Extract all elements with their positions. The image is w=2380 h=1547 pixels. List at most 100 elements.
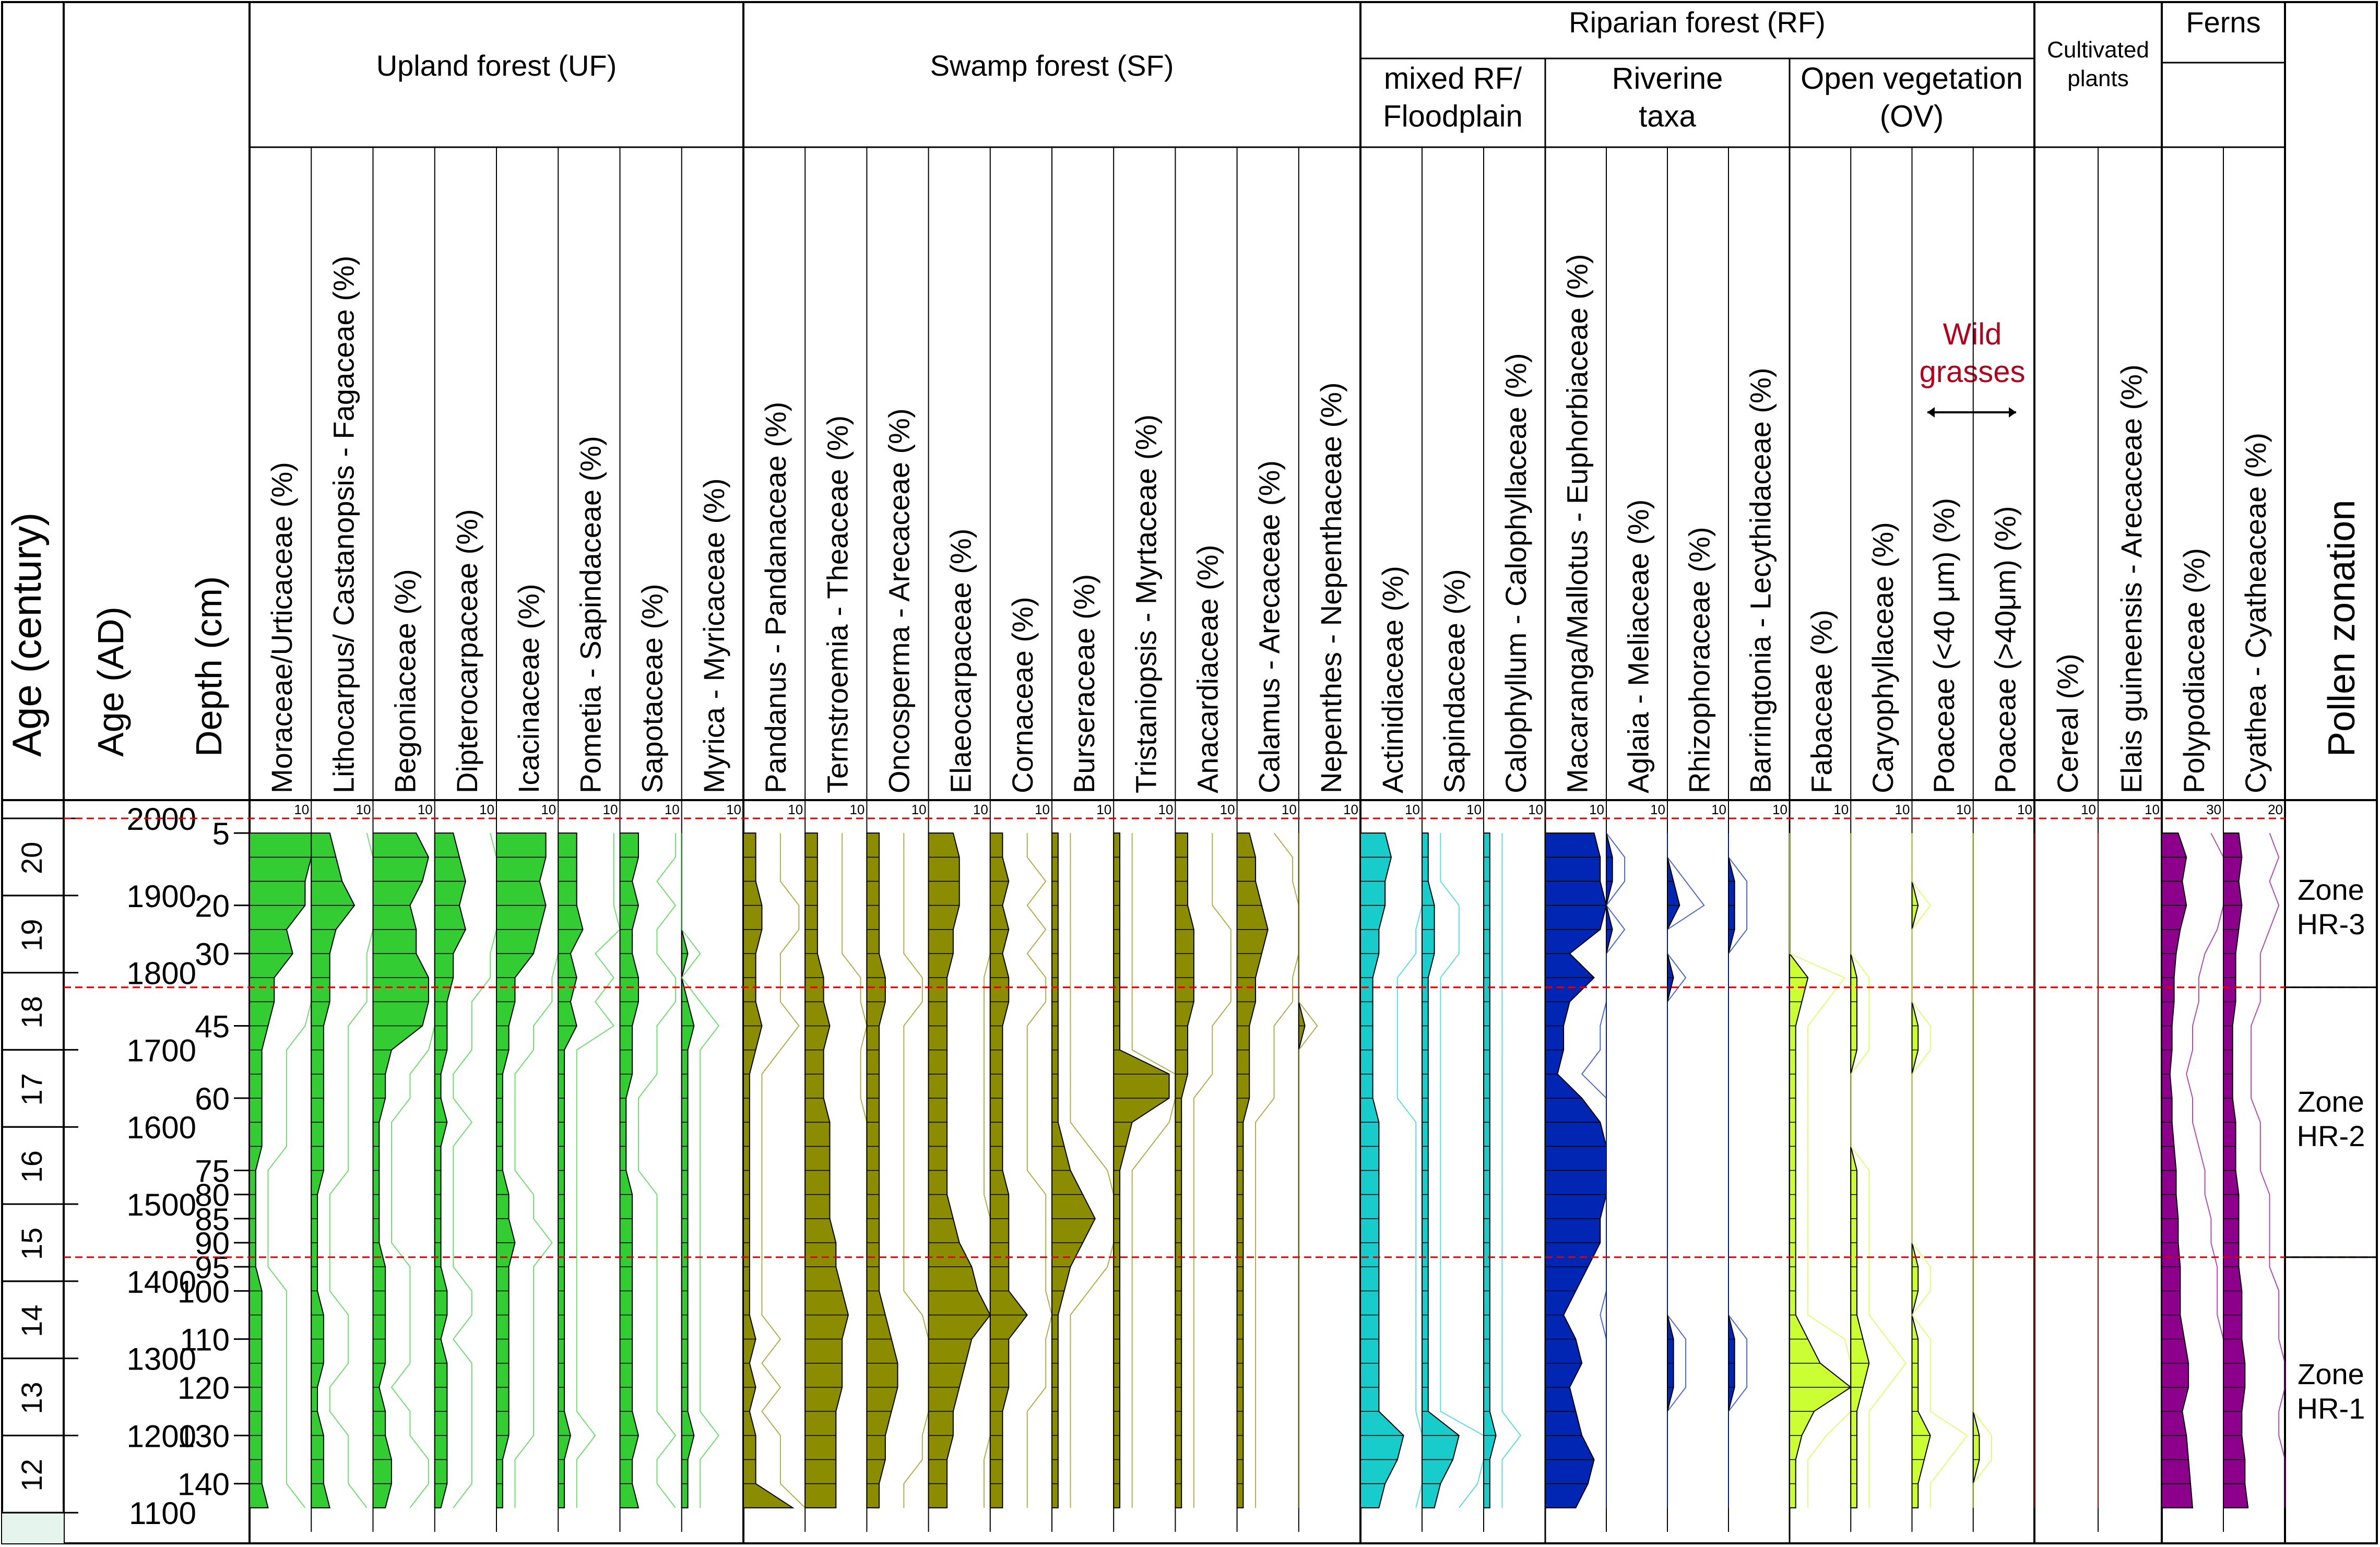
taxon-scale-label: 10 [479,802,494,817]
taxon-scale-label: 10 [665,802,680,817]
age-label: 1400 [127,1265,196,1300]
age-label: 1900 [127,879,196,914]
century-label: 14 [15,1305,48,1337]
taxon-header: Tristaniopsis - Myrtaceae (%) [1129,414,1162,793]
group-label-line: Ferns [2186,6,2260,39]
taxon-header: Nepenthes - Nepenthaceae (%) [1315,382,1347,793]
taxon-area [1605,832,1613,1508]
taxon-header: Elaeocarpaceae (%) [944,529,977,793]
wild-grasses-arrowhead [2009,407,2016,418]
taxon-exaggeration-curve [1193,833,1232,1508]
taxon-scale-label: 10 [1589,802,1604,817]
depth-label: 20 [195,889,230,924]
taxon-scale-label: 10 [418,802,433,817]
taxon-exaggeration-curve [1667,833,1705,1508]
taxon-area [1911,833,1931,1508]
taxon-scale-label: 10 [788,802,803,817]
group-headers: Upland forest (UF) Swamp forest (SF) Ripar… [376,6,2261,134]
taxon-exaggeration-curve [1396,833,1423,1508]
taxon-scale-label: 10 [1833,802,1849,817]
taxon-exaggeration-curve [761,833,806,1508]
taxon-header: Sapotaceae (%) [636,584,669,793]
pollen-zonation-title: Pollen zonation [2321,500,2363,757]
taxon-header: Pandanus - Pandanaceae (%) [759,402,792,793]
taxon-area [1667,833,1680,1508]
taxon-header: Cornaceae (%) [1006,597,1039,793]
zone-label: Zone HR-1 [2297,1358,2365,1425]
taxon-header: Calophyllum - Calophyllaceae (%) [1499,353,1532,793]
age-ad-title: Age (AD) [90,606,131,757]
taxon-scale-label: 10 [1650,802,1665,817]
taxon-header: Aglaia - Meliaceae (%) [1622,499,1655,793]
taxon-scale-label: 10 [356,802,371,817]
taxon-header: Ternstroemia - Theaceae (%) [821,415,854,793]
century-label: 20 [15,842,48,874]
taxon-exaggeration-curve [983,833,991,1508]
taxon-scale-label: 10 [1282,802,1297,817]
century-label: 16 [15,1150,48,1183]
taxon-header: Cyathea - Cyatheaceae (%) [2239,433,2272,793]
taxon-exaggeration-curve [1298,833,1318,1508]
taxon-scale-label: 10 [2081,802,2096,817]
group-label-line: plants [2067,66,2128,91]
century-label: 19 [15,919,48,951]
taxon-area [1113,832,1170,1508]
taxon-header: Actinidiaceae (%) [1376,566,1409,793]
group-label-line: Riparian forest (RF) [1569,6,1826,39]
age-label: 1100 [129,1496,196,1531]
zone-label-line: HR-1 [2297,1392,2365,1425]
depth-label: 80 [195,1178,230,1213]
zone-label-line: HR-3 [2297,908,2365,941]
taxon-header: Cereal (%) [2051,653,2084,793]
taxon-header: Polypodiaceae (%) [2177,548,2210,793]
wild-grasses-label-line: Wild [1943,317,2002,351]
taxon-area [249,832,312,1508]
taxon-header: Macaranga/Mallotus - Euphorbiaceae (%) [1561,254,1594,793]
century-labels: 20 19 18 17 16 15 14 13 12 [1,817,65,1514]
group-label: Riparian forest (RF) [1569,6,1826,39]
taxon-scale-label: 10 [2145,802,2160,817]
zone-label-line: HR-2 [2297,1120,2365,1152]
taxon-header: Poaceae (>40μm) (%) [1988,506,2021,793]
depth-title: Depth (cm) [188,576,229,757]
taxon-curves [64,147,2377,1532]
taxon-exaggeration-curve [452,832,497,1508]
taxon-exaggeration-curve [1911,833,1968,1508]
group-label-line: Floodplain [1383,100,1523,134]
age-label: 1700 [127,1033,196,1068]
taxon-scale-label: 10 [1956,802,1971,817]
zone-label: Zone HR-3 [2297,873,2365,941]
age-label: 1500 [127,1187,196,1222]
age-label: 1200 [127,1419,196,1454]
taxon-area [1422,832,1460,1508]
group-label: Cultivated plants [2047,37,2149,91]
century-label: 13 [15,1382,48,1414]
depth-label: 85 [195,1202,230,1237]
taxon-header: Barringtonia - Lecythidaceae (%) [1744,367,1777,793]
taxon-scale-label: 10 [1466,802,1482,817]
taxon-scale-label: 10 [1528,802,1543,817]
taxon-header: Begoniaceae (%) [389,569,422,793]
taxon-header: Rhizophoraceae (%) [1683,527,1716,793]
depth-label: 120 [177,1371,230,1406]
taxon-exaggeration-curve [2251,832,2286,1508]
taxon-exaggeration-curve [1605,832,1626,1508]
taxon-exaggeration-curve [576,833,621,1508]
depth-label: 5 [212,816,230,851]
taxon-exaggeration-curve [1440,833,1484,1508]
taxon-scale-label: 10 [726,802,741,817]
taxon-scale-label: 10 [1343,802,1358,817]
taxon-exaggeration-curve [903,833,929,1508]
taxon-exaggeration-curve [1070,833,1115,1508]
taxon-area [372,832,429,1508]
zone-label: Zone HR-2 [2297,1085,2365,1152]
taxon-area [743,832,795,1508]
taxon-header: Burseraceae (%) [1068,574,1100,793]
wild-grasses-label-line: grasses [1919,355,2025,389]
group-label-line: Riverine [1612,62,1723,96]
taxon-scale-label: 10 [1220,802,1235,817]
group-label: Open vegetation (OV) [1801,62,2023,134]
age-century-title: Age (century) [4,513,50,757]
age-label: 1300 [127,1342,196,1377]
